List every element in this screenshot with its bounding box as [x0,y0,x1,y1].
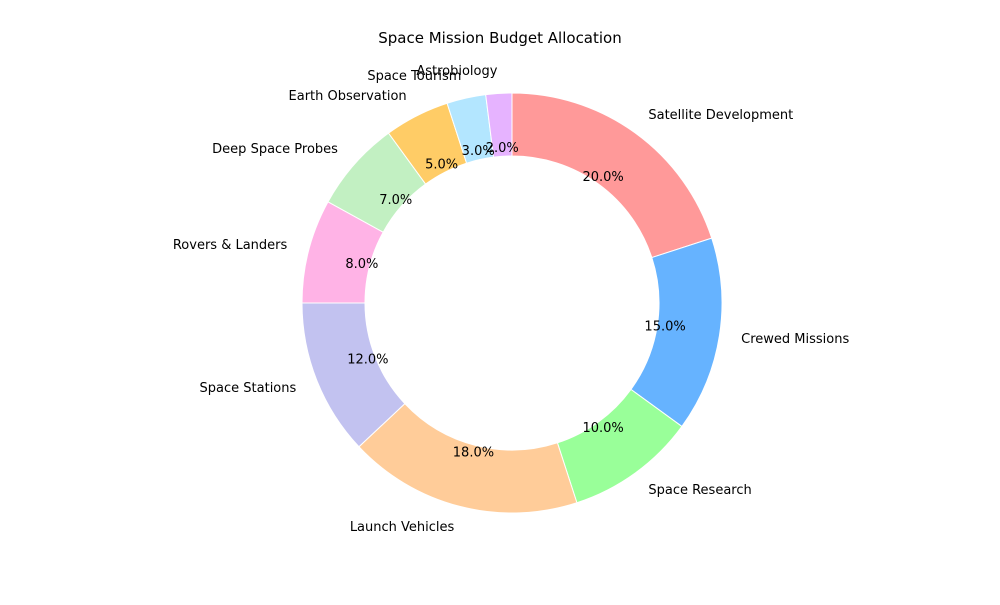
slice-label-astrobiology: Astrobiology [416,64,497,79]
pct-label-deep-space-probes: 7.0% [379,193,412,208]
pct-label-rovers-and-landers: 8.0% [345,257,378,272]
slice-label-crewed-missions: Crewed Missions [741,332,849,347]
slices-layer [301,92,723,514]
slice-label-deep-space-probes: Deep Space Probes [212,142,338,157]
pct-label-launch-vehicles: 18.0% [453,446,494,461]
pct-label-space-tourism: 3.0% [462,144,495,159]
pct-label-astrobiology: 2.0% [486,141,519,156]
slice-label-rovers-and-landers: Rovers & Landers [173,238,288,253]
slice-label-launch-vehicles: Launch Vehicles [350,520,455,535]
slice-label-space-stations: Space Stations [200,381,297,396]
pct-label-space-stations: 12.0% [347,353,388,368]
pct-label-satellite-development: 20.0% [582,170,623,185]
pct-label-space-research: 10.0% [582,421,623,436]
chart-title: Space Mission Budget Allocation [378,29,622,47]
pct-label-earth-observation: 5.0% [425,157,458,172]
pct-label-crewed-missions: 15.0% [644,320,685,335]
slice-astrobiology [485,92,513,158]
slice-label-earth-observation: Earth Observation [289,89,407,104]
labels-layer: Satellite Development 20.0% Crewed Mission… [173,64,850,535]
slice-label-space-tourism: Space Tourism [367,69,461,84]
slice-label-space-research: Space Research [648,483,751,498]
slice-label-satellite-development: Satellite Development [648,108,793,123]
